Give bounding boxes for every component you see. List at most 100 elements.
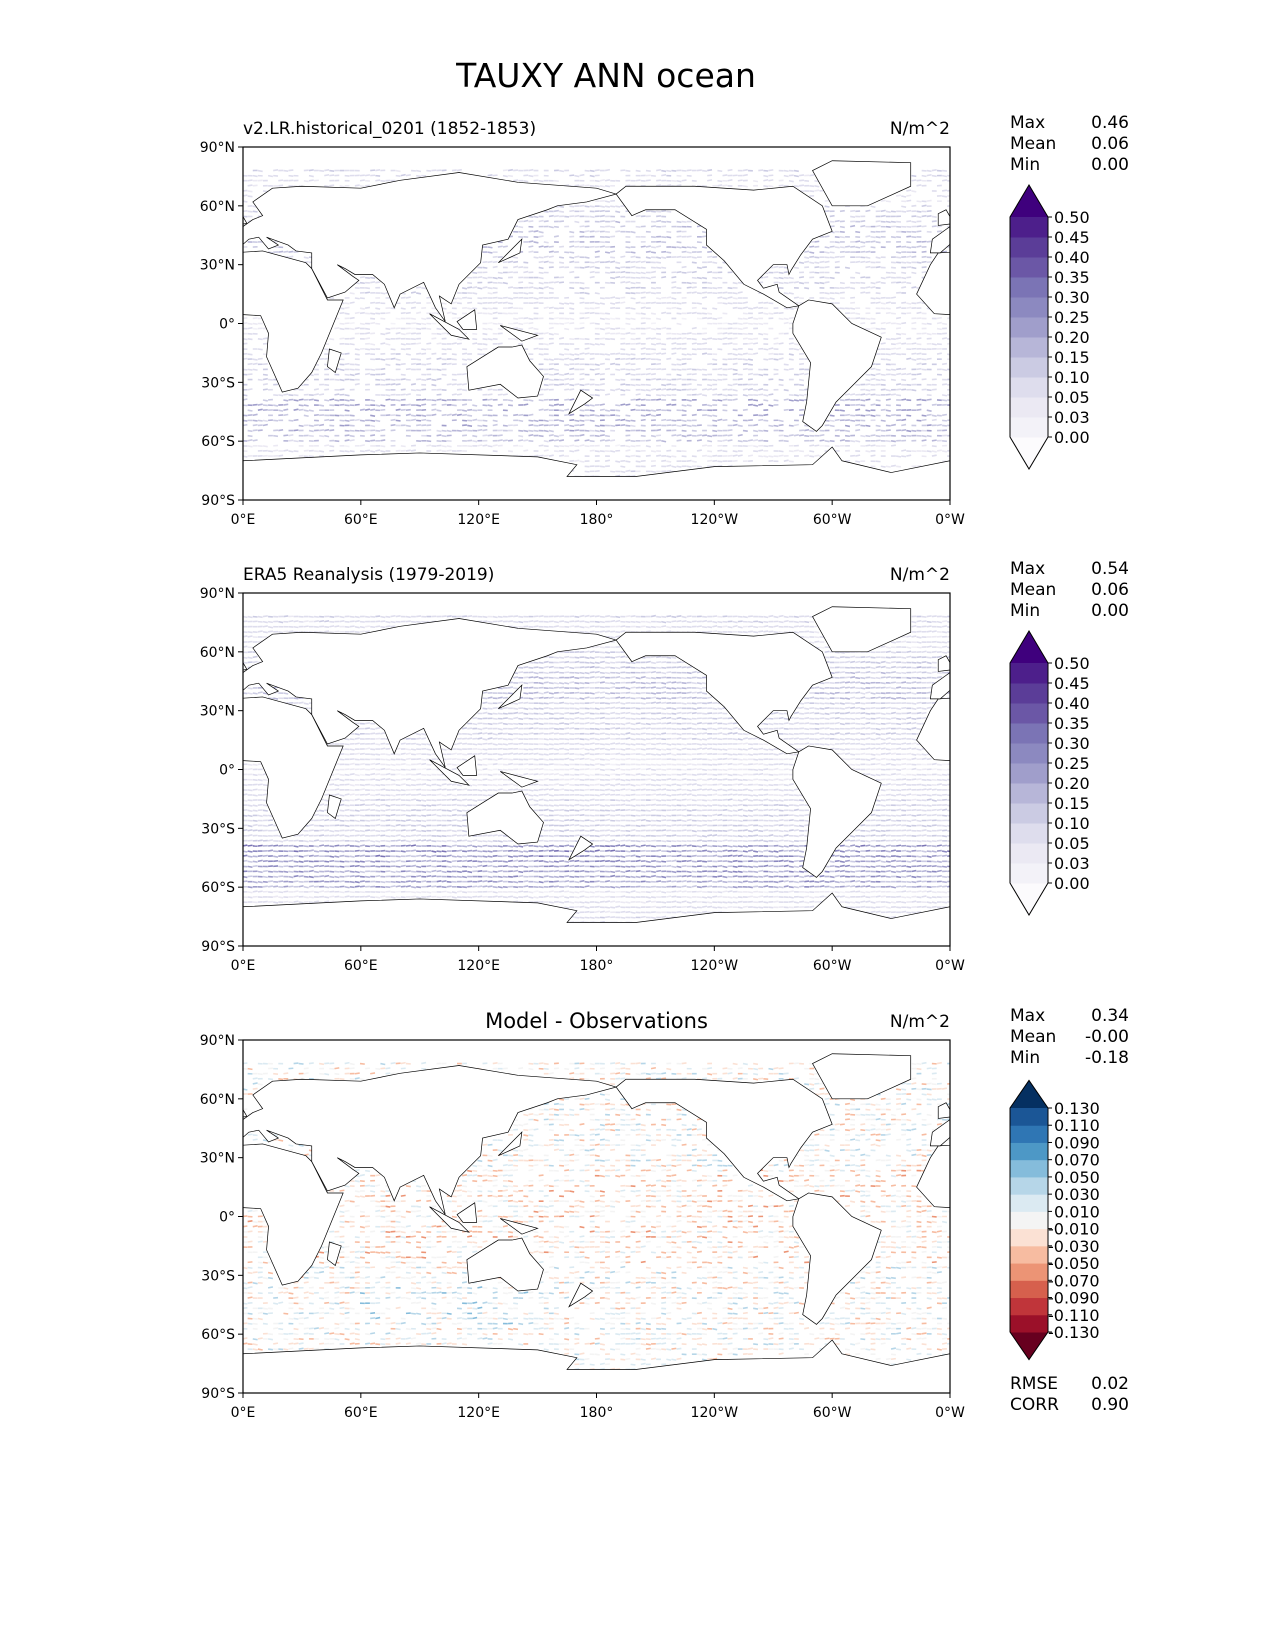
- wind-stress-vector: [589, 174, 595, 178]
- wind-stress-vector: [778, 266, 784, 269]
- wind-stress-vector: [574, 214, 580, 218]
- colorbar-bin: [1010, 337, 1048, 358]
- wind-stress-vector: [324, 896, 330, 899]
- wind-stress-vector: [691, 342, 697, 345]
- wind-stress-vector: [860, 220, 866, 223]
- wind-stress-vector: [645, 891, 651, 894]
- wind-stress-vector: [523, 429, 529, 433]
- wind-stress-vector: [691, 286, 697, 289]
- wind-stress-vector: [656, 219, 662, 223]
- wind-stress-vector: [564, 429, 570, 432]
- wind-stress-vector: [707, 404, 713, 407]
- wind-stress-vector: [594, 869, 600, 873]
- wind-stress-vector: [620, 418, 626, 422]
- wind-stress-vector: [890, 296, 896, 299]
- wind-stress-vector: [579, 372, 585, 376]
- wind-stress-vector: [543, 245, 549, 248]
- wind-stress-vector: [656, 869, 662, 873]
- wind-stress-vector: [890, 368, 896, 371]
- wind-stress-vector: [926, 890, 932, 893]
- wind-stress-vector: [324, 444, 330, 447]
- wind-stress-vector: [880, 408, 886, 411]
- wind-stress-vector: [487, 880, 493, 883]
- wind-stress-vector: [395, 865, 401, 868]
- wind-stress-vector: [262, 885, 268, 888]
- wind-stress-vector: [395, 383, 401, 386]
- x-tick-label: 0°E: [231, 512, 256, 528]
- wind-stress-vector: [257, 357, 263, 360]
- wind-stress-vector: [829, 439, 835, 443]
- wind-stress-vector: [747, 342, 753, 345]
- wind-stress-vector: [712, 317, 718, 320]
- wind-stress-vector: [247, 445, 253, 448]
- wind-stress-vector: [773, 276, 779, 280]
- wind-stress-vector: [604, 915, 611, 919]
- wind-stress-vector: [870, 377, 876, 381]
- colorbar-bin: [1010, 357, 1048, 378]
- wind-stress-vector: [773, 399, 779, 402]
- wind-stress-vector: [584, 184, 590, 187]
- wind-stress-vector: [610, 317, 616, 320]
- wind-stress-vector: [518, 322, 524, 326]
- wind-stress-vector: [702, 338, 708, 341]
- wind-stress-vector: [553, 368, 559, 371]
- wind-stress-vector: [676, 270, 682, 274]
- wind-stress-vector: [467, 896, 473, 899]
- wind-stress-vector: [610, 900, 616, 903]
- wind-stress-vector: [569, 413, 575, 417]
- wind-stress-vector: [543, 220, 549, 223]
- wind-stress-vector: [252, 368, 258, 371]
- wind-stress-vector: [344, 373, 350, 376]
- wind-stress-vector: [635, 906, 641, 909]
- wind-stress-vector: [334, 895, 340, 898]
- wind-stress-vector: [620, 865, 626, 868]
- wind-stress-vector: [911, 895, 917, 898]
- wind-stress-vector: [594, 266, 600, 269]
- wind-stress-vector: [875, 224, 881, 228]
- wind-stress-vector: [451, 891, 457, 894]
- wind-stress-vector: [778, 184, 784, 187]
- wind-stress-vector: [896, 885, 902, 888]
- wind-stress-vector: [293, 429, 299, 432]
- wind-stress-vector: [538, 219, 544, 223]
- wind-stress-vector: [916, 890, 922, 893]
- wind-stress-vector: [681, 890, 687, 893]
- colorbar-bin: [1010, 377, 1048, 398]
- wind-stress-vector: [681, 265, 687, 269]
- wind-stress-vector: [681, 885, 687, 888]
- wind-stress-vector: [727, 287, 733, 290]
- wind-stress-vector: [380, 428, 386, 432]
- wind-stress-vector: [798, 434, 805, 437]
- wind-stress-vector: [482, 444, 488, 447]
- wind-stress-vector: [712, 378, 718, 382]
- wind-stress-vector: [502, 174, 508, 178]
- wind-stress-vector: [359, 179, 365, 182]
- wind-stress-vector: [931, 891, 937, 894]
- wind-stress-vector: [865, 373, 871, 376]
- wind-stress-vector: [584, 265, 590, 269]
- wind-stress-vector: [349, 875, 355, 878]
- wind-stress-vector: [247, 353, 253, 356]
- wind-stress-vector: [564, 372, 570, 376]
- wind-stress-vector: [267, 251, 274, 254]
- wind-stress-vector: [283, 393, 289, 396]
- wind-stress-vector: [620, 280, 626, 284]
- wind-stress-vector: [599, 465, 605, 468]
- wind-stress-vector: [625, 414, 631, 417]
- wind-stress-vector: [564, 302, 570, 305]
- wind-stress-vector: [855, 408, 861, 411]
- wind-stress-vector: [691, 348, 697, 351]
- wind-stress-vector: [569, 251, 575, 254]
- wind-stress-vector: [696, 465, 702, 468]
- wind-stress-vector: [558, 337, 565, 340]
- wind-stress-vector: [676, 368, 682, 371]
- wind-stress-vector: [298, 870, 304, 873]
- wind-stress-vector: [855, 439, 861, 443]
- wind-stress-vector: [696, 890, 702, 893]
- wind-stress-vector: [405, 311, 411, 315]
- wind-stress-vector: [650, 337, 656, 340]
- wind-stress-vector: [819, 895, 825, 898]
- wind-stress-vector: [865, 891, 871, 894]
- wind-stress-vector: [625, 445, 631, 448]
- wind-stress-vector: [339, 378, 345, 382]
